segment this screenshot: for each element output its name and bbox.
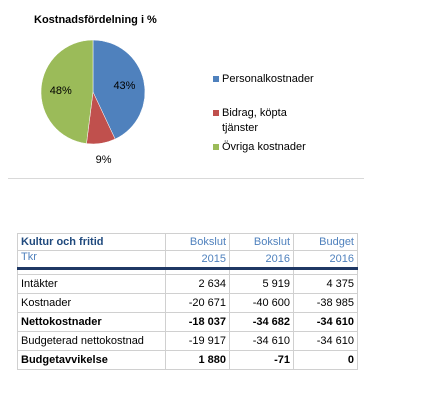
row-value: -40 600 bbox=[229, 293, 294, 313]
row-value: -34 610 bbox=[229, 331, 294, 351]
row-label: Budgeterad nettokostnad bbox=[17, 331, 166, 351]
col-header-1-line2: 2015 bbox=[165, 250, 230, 270]
table-title: Kultur och fritid bbox=[17, 233, 166, 251]
legend-swatch-bidrag bbox=[213, 110, 219, 116]
row-value: -38 985 bbox=[293, 293, 358, 313]
table-row-budgetavvikelse: Budgetavvikelse 1 880 -71 0 bbox=[17, 350, 358, 370]
col-header-3-line2: 2016 bbox=[293, 250, 358, 270]
row-value: -34 682 bbox=[229, 312, 294, 332]
table-row-intakter: Intäkter 2 634 5 919 4 375 bbox=[17, 274, 358, 294]
row-value: -71 bbox=[229, 350, 294, 370]
col-header-2-line1: Bokslut bbox=[229, 233, 294, 251]
row-value: 4 375 bbox=[293, 274, 358, 294]
pie-slice-label: 48% bbox=[50, 85, 72, 97]
col-header-2-line2: 2016 bbox=[229, 250, 294, 270]
table-row-kostnader: Kostnader -20 671 -40 600 -38 985 bbox=[17, 293, 358, 313]
row-value: -34 610 bbox=[293, 331, 358, 351]
row-value: 1 880 bbox=[165, 350, 230, 370]
row-label: Kostnader bbox=[17, 293, 166, 313]
row-value: -20 671 bbox=[165, 293, 230, 313]
col-header-3-line1: Budget bbox=[293, 233, 358, 251]
table-header-row-1: Kultur och fritid Bokslut Bokslut Budget bbox=[17, 233, 358, 251]
legend-label-ovriga: Övriga kostnader bbox=[222, 141, 306, 153]
row-value: -19 917 bbox=[165, 331, 230, 351]
pie-slice-personalkostnader bbox=[92, 39, 146, 140]
pie-chart: Kostnadsfördelning i % 43% 9% 48% Personal… bbox=[0, 0, 423, 185]
row-label: Nettokostnader bbox=[17, 312, 166, 332]
pie-svg: 43% 9% 48% bbox=[40, 39, 146, 166]
table-row-budgeterad-nettokostnad: Budgeterad nettokostnad -19 917 -34 610 … bbox=[17, 331, 358, 351]
row-label: Intäkter bbox=[17, 274, 166, 294]
legend-label-bidrag-line2: tjänster bbox=[222, 122, 259, 134]
row-label: Budgetavvikelse bbox=[17, 350, 166, 370]
legend-label-bidrag: Bidrag, köpta bbox=[222, 107, 287, 119]
chart-title: Kostnadsfördelning i % bbox=[34, 14, 157, 26]
row-value: 5 919 bbox=[229, 274, 294, 294]
legend-swatch-personalkostnader bbox=[213, 76, 219, 82]
pie-slice-label: 9% bbox=[96, 154, 112, 166]
legend-swatch-ovriga bbox=[213, 144, 219, 150]
table-header-row-2: Tkr 2015 2016 2016 bbox=[17, 250, 358, 270]
pie-slice-övriga-kostnader bbox=[40, 39, 94, 144]
row-value: -34 610 bbox=[293, 312, 358, 332]
chart-bottom-border bbox=[8, 178, 364, 179]
finance-table: Kultur och fritid Bokslut Bokslut Budget… bbox=[17, 233, 358, 370]
legend-label-personalkostnader: Personalkostnader bbox=[222, 73, 314, 85]
col-header-1-line1: Bokslut bbox=[165, 233, 230, 251]
table-unit: Tkr bbox=[17, 250, 166, 270]
row-value: 0 bbox=[293, 350, 358, 370]
row-value: -18 037 bbox=[165, 312, 230, 332]
pie-slice-label: 43% bbox=[113, 80, 135, 92]
row-value: 2 634 bbox=[165, 274, 230, 294]
table-row-nettokostnader: Nettokostnader -18 037 -34 682 -34 610 bbox=[17, 312, 358, 332]
